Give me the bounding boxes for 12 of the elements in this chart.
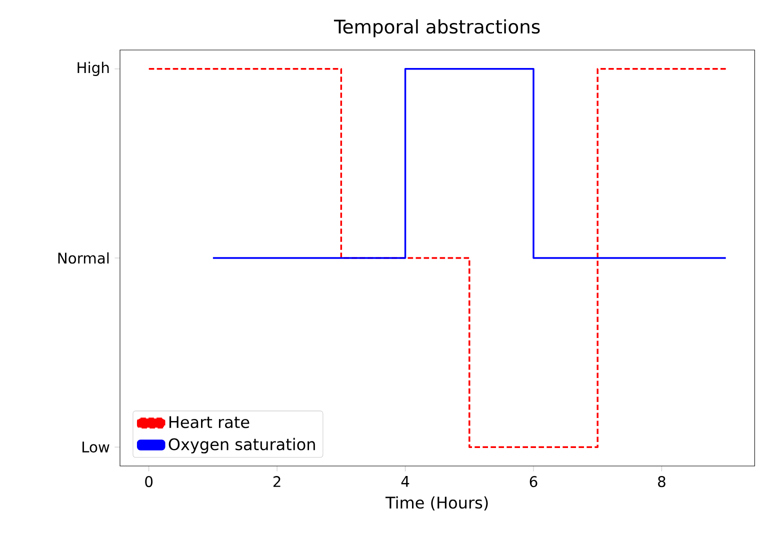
legend-label: Oxygen saturation — [168, 438, 315, 454]
legend-label: Heart rate — [169, 416, 250, 428]
x-tick-label: 0 — [145, 476, 153, 488]
x-tick-label: 8 — [658, 476, 666, 488]
x-tick-label: 2 — [273, 476, 280, 487]
x-axis-title: Time (Hours) — [385, 496, 488, 511]
x-tick-label: 6 — [530, 476, 538, 488]
x-tick-label: 4 — [401, 476, 410, 487]
category-label: Low — [82, 442, 110, 453]
chart-title: Temporal abstractions — [334, 19, 540, 38]
category-label: Normal — [58, 252, 109, 264]
category-label: High — [78, 62, 109, 76]
